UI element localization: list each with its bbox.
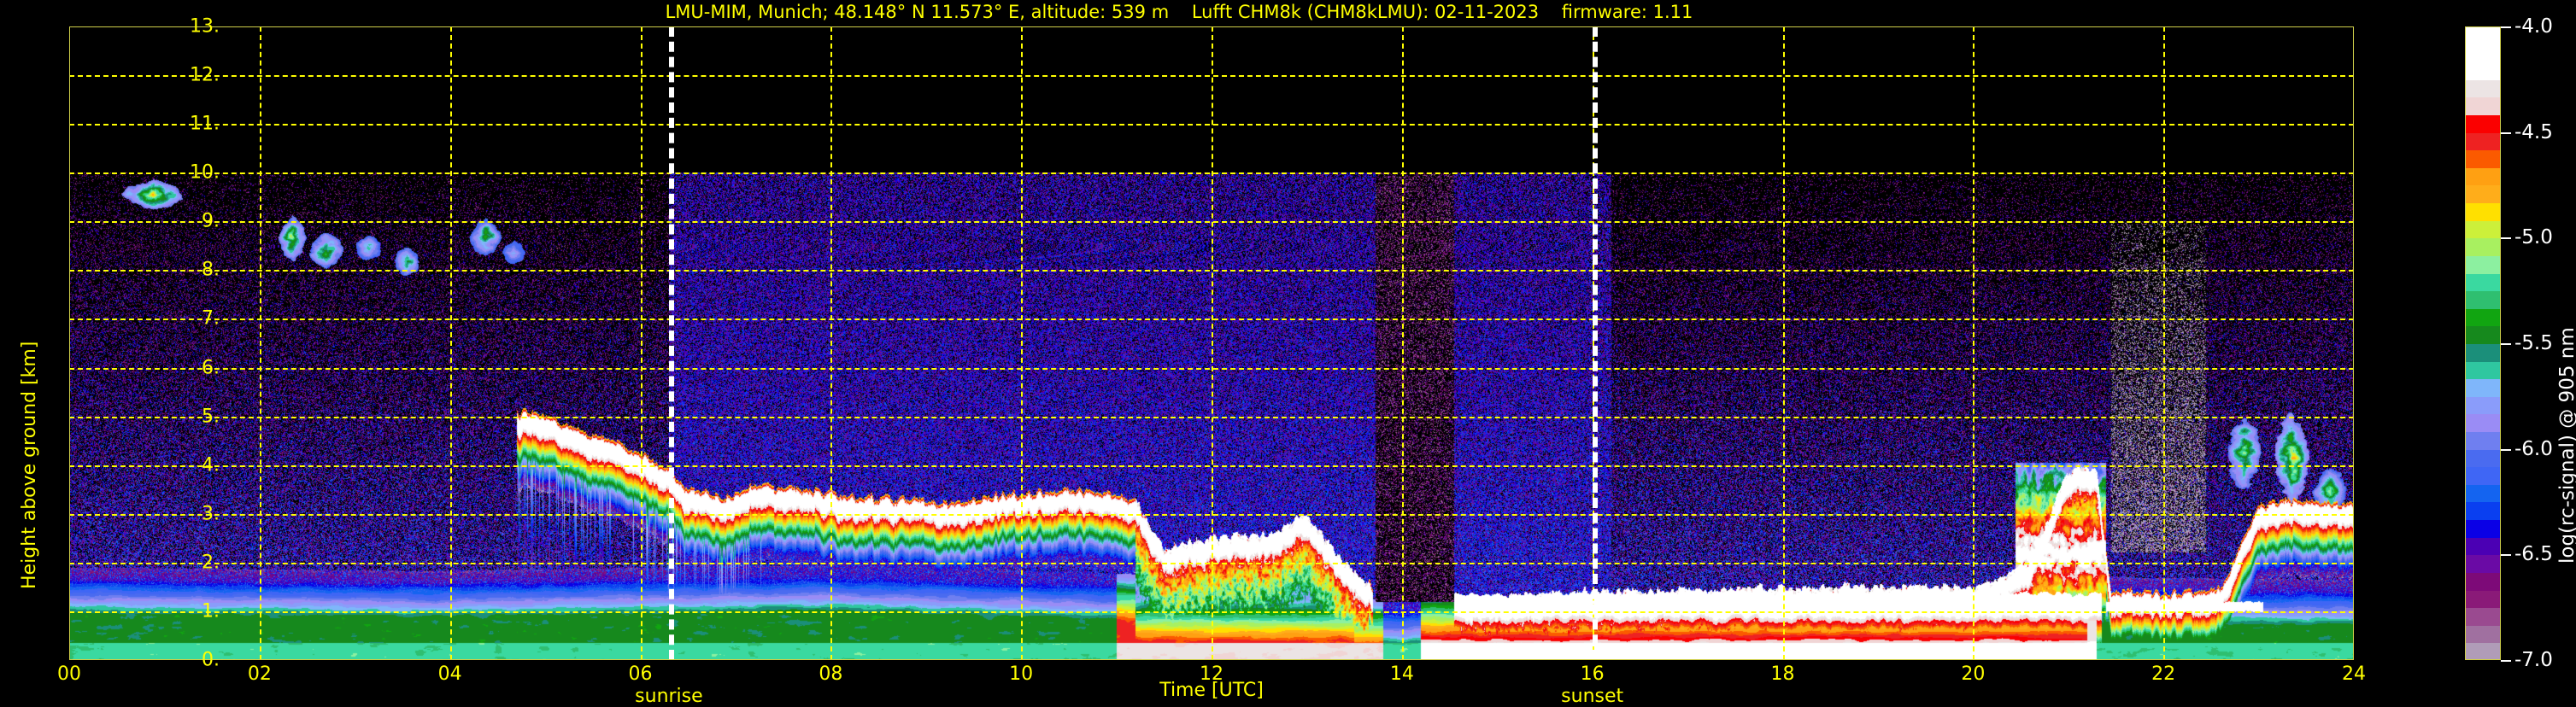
colorbar-segment-16 [2466,308,2500,327]
backscatter-heatmap [69,26,2354,660]
sunrise-line [668,26,674,660]
colorbar-title: log(rc-signal) @ 905 nm [2556,327,2576,564]
colorbar-segment-34 [2466,625,2500,644]
y-tick-5: 5. [202,406,220,428]
colorbar-segment-20 [2466,379,2500,397]
colorbar-segment-9 [2466,185,2500,204]
x-tick-24: 24 [2342,663,2366,685]
colorbar-tick-label-0: -4.0 [2514,15,2553,38]
colorbar-segment-35 [2466,643,2500,659]
sunset-label: sunset [1561,686,1624,707]
y-tick-10: 10. [190,161,220,184]
x-tick-18: 18 [1770,663,1795,685]
x-axis-title: Time [UTC] [1159,680,1264,701]
sunrise-label: sunrise [635,686,703,707]
colorbar-segment-28 [2466,520,2500,538]
colorbar-tick-6 [2501,660,2511,662]
page-title: LMU-MIM, Munich; 48.148° N 11.573° E, al… [665,2,1693,22]
colorbar-segment-27 [2466,502,2500,521]
colorbar-tick-5 [2501,554,2511,557]
y-tick-13: 13. [190,15,220,38]
colorbar-tick-label-5: -6.5 [2514,543,2553,566]
colorbar-segment-24 [2466,449,2500,468]
y-tick-7: 7. [202,307,220,330]
x-tick-4: 04 [437,663,462,685]
colorbar-segment-5 [2466,115,2500,133]
y-tick-0: 0. [202,649,220,671]
x-tick-12: 12 [1200,663,1223,685]
colorbar-segment-12 [2466,238,2500,256]
colorbar-segment-19 [2466,361,2500,380]
colorbar-segment-30 [2466,555,2500,573]
x-tick-16: 16 [1580,663,1605,685]
colorbar-segment-31 [2466,572,2500,591]
x-tick-10: 10 [1009,663,1034,685]
colorbar-segment-7 [2466,150,2500,168]
colorbar-segment-11 [2466,220,2500,239]
heatmap-canvas [69,26,2354,660]
colorbar-segment-23 [2466,432,2500,450]
colorbar-segment-1 [2466,44,2500,63]
colorbar-tick-label-4: -6.0 [2514,437,2553,460]
x-tick-0: 00 [57,663,81,685]
y-tick-3: 3. [202,503,220,525]
colorbar-segment-8 [2466,167,2500,186]
colorbar: -4.0 -4.5 -5.0 -5.5 -6.0 -6.5 -7.0 [2465,15,2567,671]
colorbar-segment-22 [2466,414,2500,433]
sunset-line [1592,26,1598,660]
y-tick-4: 4. [202,454,220,476]
colorbar-segment-10 [2466,203,2500,221]
colorbar-segment-29 [2466,537,2500,556]
colorbar-segment-25 [2466,467,2500,485]
y-tick-1: 1. [202,600,220,622]
colorbar-segment-4 [2466,97,2500,116]
colorbar-segment-13 [2466,255,2500,274]
colorbar-tick-label-2: -5.0 [2514,226,2553,249]
colorbar-segment-33 [2466,608,2500,626]
colorbar-segment-14 [2466,273,2500,292]
y-tick-12: 12. [190,64,220,86]
x-tick-2: 02 [247,663,272,685]
colorbar-tick-2 [2501,237,2511,240]
colorbar-segment-15 [2466,291,2500,309]
colorbar-segment-6 [2466,132,2500,151]
x-tick-8: 08 [819,663,843,685]
colorbar-tick-0 [2501,26,2511,28]
y-tick-6: 6. [202,357,220,379]
colorbar-tick-label-3: -5.5 [2514,332,2553,354]
colorbar-segment-32 [2466,590,2500,609]
colorbar-segment-2 [2466,62,2500,80]
x-tick-6: 06 [628,663,653,685]
y-tick-2: 2. [202,552,220,574]
colorbar-segment-26 [2466,484,2500,503]
colorbar-tick-label-6: -7.0 [2514,649,2553,671]
colorbar-tick-3 [2501,343,2511,345]
x-tick-20: 20 [1961,663,1986,685]
colorbar-tick-4 [2501,448,2511,451]
colorbar-segment-0 [2466,27,2500,45]
colorbar-tick-1 [2501,131,2511,134]
colorbar-gradient [2465,26,2501,660]
colorbar-segment-3 [2466,79,2500,98]
x-tick-14: 14 [1389,663,1414,685]
colorbar-segment-17 [2466,326,2500,344]
colorbar-tick-label-1: -4.5 [2514,120,2553,143]
colorbar-segment-18 [2466,343,2500,362]
y-tick-9: 9. [202,210,220,232]
x-tick-22: 22 [2151,663,2176,685]
colorbar-segment-21 [2466,396,2500,415]
y-tick-11: 11. [190,113,220,135]
y-axis-title: Height above ground [km] [19,341,40,589]
y-tick-8: 8. [202,259,220,281]
